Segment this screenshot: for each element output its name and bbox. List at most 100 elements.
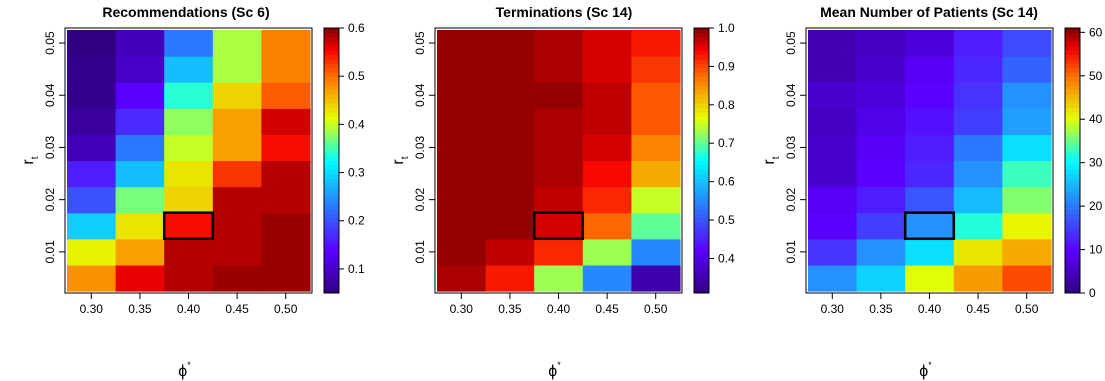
heatmap-cell: [212, 30, 262, 57]
colorbar-segment: [1065, 103, 1080, 108]
colorbar-segment: [1065, 129, 1080, 135]
colorbar-segment: [1065, 116, 1080, 122]
colorbar-segment: [694, 41, 709, 47]
heatmap-cell: [485, 30, 535, 57]
colorbar-segment: [324, 279, 339, 285]
heatmap-cell: [905, 30, 955, 57]
colorbar-tick-label: 40: [1089, 112, 1103, 126]
colorbar-segment: [324, 275, 339, 281]
colorbar-segment: [324, 63, 339, 69]
colorbar-segment: [324, 45, 339, 51]
heatmap-cell: [631, 134, 681, 162]
heatmap-cell: [953, 186, 1003, 214]
colorbar-segment: [694, 85, 709, 91]
heatmap-cell: [905, 212, 955, 240]
colorbar-segment: [1065, 213, 1080, 219]
colorbar-segment: [324, 138, 339, 144]
heatmap-cell: [631, 108, 681, 135]
colorbar-segment: [324, 284, 339, 290]
heatmap-cell: [534, 212, 584, 240]
heatmap-cell: [212, 108, 262, 135]
colorbar-tick-label: 0.4: [718, 251, 735, 265]
colorbar-segment: [694, 138, 709, 144]
colorbar-segment: [1065, 284, 1080, 290]
colorbar-segment: [324, 173, 339, 179]
colorbar-segment: [324, 32, 339, 38]
heatmap-cell: [115, 108, 165, 135]
colorbar-segment: [1065, 98, 1080, 104]
colorbar-segment: [694, 195, 709, 201]
heatmap-cell: [582, 56, 632, 83]
heatmap-cell: [808, 56, 858, 83]
heatmap-cell: [261, 212, 311, 240]
colorbar-segment: [694, 217, 709, 223]
colorbar-tick-label: 0.1: [348, 262, 365, 276]
colorbar-segment: [694, 50, 709, 55]
x-tick-label: 0.30: [450, 302, 474, 316]
colorbar-segment: [694, 209, 709, 214]
y-tick-label: 0.04: [43, 83, 57, 107]
heatmap-cell: [437, 160, 487, 188]
colorbar-segment: [1065, 257, 1080, 263]
colorbar-segment: [1065, 231, 1080, 237]
heatmap-cell: [437, 82, 487, 109]
colorbar-segment: [1065, 270, 1080, 276]
heatmap-cell: [212, 56, 262, 83]
colorbar-tick-label: 30: [1089, 156, 1103, 170]
colorbar-segment: [694, 191, 709, 197]
colorbar-segment: [1065, 178, 1080, 184]
heatmap-cell: [1002, 264, 1052, 292]
heatmap-cell: [261, 160, 311, 188]
colorbar-segment: [324, 262, 339, 267]
colorbar-segment: [1065, 279, 1080, 285]
colorbar-segment: [1065, 204, 1080, 210]
heatmap-cell: [164, 264, 214, 292]
colorbar-frame: [693, 27, 710, 294]
y-axis-label: rt: [390, 156, 411, 164]
colorbar-segment: [324, 129, 339, 135]
colorbar-segment: [1065, 45, 1080, 51]
heatmap-cell: [582, 108, 632, 135]
heatmap-cell: [856, 212, 906, 240]
colorbar-segment: [1065, 142, 1080, 148]
heatmap-cell: [261, 82, 311, 109]
colorbar-segment: [1065, 36, 1080, 42]
colorbar-segment: [1065, 253, 1080, 259]
colorbar-segment: [1065, 81, 1080, 86]
heatmap-cell: [67, 212, 117, 240]
colorbar-tick-label: 20: [1089, 199, 1103, 213]
colorbar-segment: [324, 134, 339, 139]
colorbar-tick-label: 0.3: [348, 166, 365, 180]
colorbar-segment: [1065, 262, 1080, 267]
heatmap-cell: [437, 30, 487, 57]
heatmap-cell: [437, 134, 487, 162]
heatmap-cell: [905, 56, 955, 83]
colorbar-segment: [324, 195, 339, 201]
colorbar-segment: [694, 36, 709, 42]
colorbar-segment: [694, 235, 709, 241]
colorbar-segment: [1065, 275, 1080, 281]
colorbar-segment: [1065, 41, 1080, 47]
colorbar-segment: [324, 89, 339, 95]
heatmap-cell: [212, 186, 262, 214]
colorbar-segment: [1065, 226, 1080, 232]
colorbar-segment: [694, 200, 709, 206]
heatmap-cell: [485, 82, 535, 109]
colorbar-segment: [324, 41, 339, 47]
colorbar-segment: [324, 288, 339, 294]
colorbar-segment: [694, 142, 709, 148]
colorbar-segment: [694, 164, 709, 170]
colorbar-segment: [694, 288, 709, 294]
colorbar-segment: [324, 67, 339, 73]
colorbar-tick-label: 0.8: [718, 98, 735, 112]
colorbar-segment: [324, 58, 339, 64]
colorbar-segment: [694, 67, 709, 73]
heatmap-cell: [115, 56, 165, 83]
heatmap-cell: [534, 160, 584, 188]
colorbar-segment: [1065, 85, 1080, 91]
highlight-box: [532, 211, 585, 241]
colorbar-segment: [324, 94, 339, 100]
colorbar-segment: [324, 270, 339, 276]
heatmap-cell: [631, 82, 681, 109]
colorbar-segment: [694, 182, 709, 188]
